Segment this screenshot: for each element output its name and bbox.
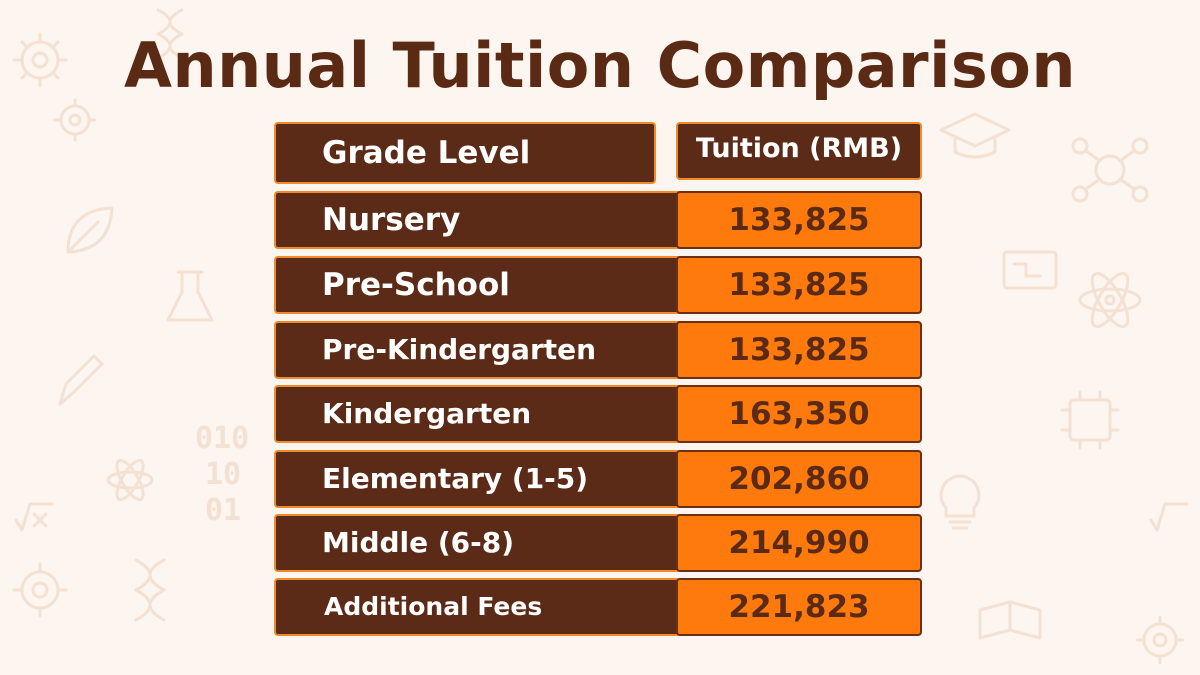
gear-icon [1135, 615, 1185, 665]
lightbulb-icon [939, 474, 981, 530]
table-row: Middle (6-8) 214,990 [274, 514, 922, 572]
table-row: Nursery 133,825 [274, 191, 922, 249]
table-row: Pre-Kindergarten 133,825 [274, 321, 922, 379]
table-row: Kindergarten 163,350 [274, 385, 922, 443]
graduation-cap-icon [939, 112, 1011, 159]
svg-text:10: 10 [205, 457, 241, 492]
table-row: Pre-School 133,825 [274, 256, 922, 314]
atom-icon [1078, 271, 1142, 329]
dna-icon [134, 558, 166, 622]
ai-chip-icon [1060, 390, 1120, 450]
tuition-cell: 163,350 [676, 385, 922, 443]
pencil-icon [58, 354, 104, 406]
tuition-cell: 202,860 [676, 450, 922, 508]
header-tuition: Tuition (RMB) [676, 122, 922, 180]
tuition-cell: 133,825 [676, 256, 922, 314]
tuition-cell: 133,825 [676, 191, 922, 249]
table-row: Elementary (1-5) 202,860 [274, 450, 922, 508]
grade-cell: Nursery [274, 191, 702, 249]
circuit-icon [1002, 250, 1058, 290]
grade-cell: Middle (6-8) [274, 514, 702, 572]
svg-text:010: 010 [195, 421, 249, 456]
flask-icon [166, 270, 214, 322]
network-icon [1071, 137, 1149, 203]
gear-icon [53, 98, 97, 142]
page-title: Annual Tuition Comparison [123, 29, 1077, 102]
formula-icon [14, 502, 54, 532]
grade-cell: Kindergarten [274, 385, 702, 443]
formula-icon [1149, 502, 1189, 532]
grade-cell: Elementary (1-5) [274, 450, 702, 508]
leaf-icon [66, 206, 114, 254]
grade-cell: Additional Fees [274, 578, 704, 636]
grade-cell: Pre-Kindergarten [274, 321, 702, 379]
table-row: Additional Fees 221,823 [274, 578, 922, 636]
tuition-cell: 133,825 [676, 321, 922, 379]
header-grade-level: Grade Level [274, 122, 656, 184]
binary-digits-icon: 010 10 01 [195, 421, 249, 528]
table-header-row: Grade Level Tuition (RMB) [274, 122, 922, 184]
gear-icon [12, 562, 68, 618]
atom-icon [106, 459, 154, 501]
tuition-cell: 221,823 [676, 578, 922, 636]
tuition-cell: 214,990 [676, 514, 922, 572]
grade-cell: Pre-School [274, 256, 702, 314]
book-icon [978, 600, 1042, 640]
svg-text:01: 01 [205, 493, 241, 528]
